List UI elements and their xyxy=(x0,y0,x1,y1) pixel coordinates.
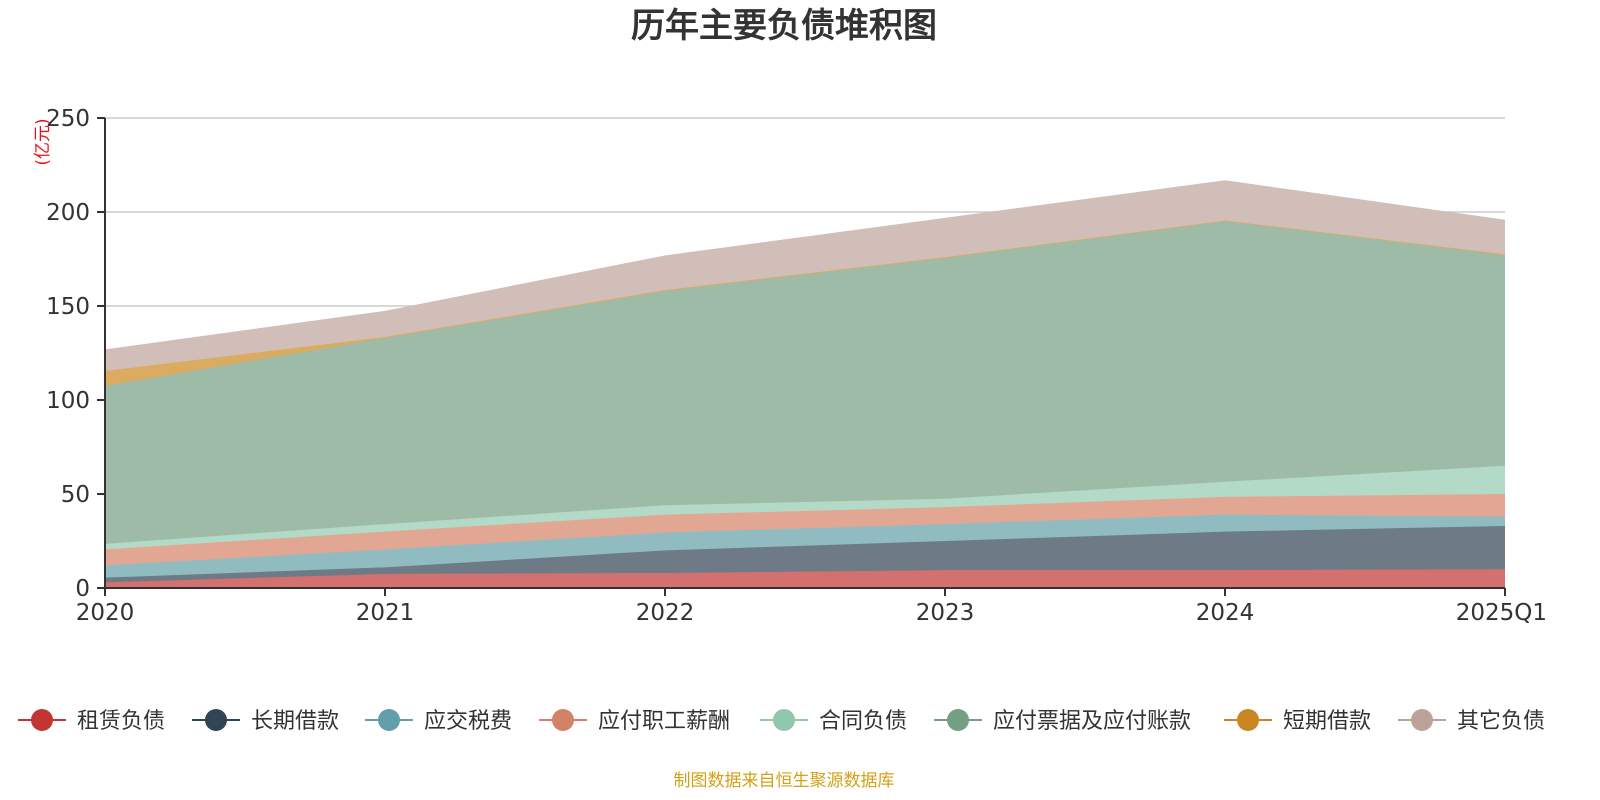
area-series-1 xyxy=(105,525,1505,583)
legend-marker-5 xyxy=(947,709,969,731)
legend-marker-7 xyxy=(1411,709,1433,731)
x-tick-label-2: 2022 xyxy=(636,600,695,626)
y-tick-label-4: 200 xyxy=(46,200,90,226)
legend-item-0[interactable]: 租赁负债 xyxy=(18,709,165,734)
area-series-7 xyxy=(105,180,1505,371)
y-axis-unit: (亿元) xyxy=(33,118,53,165)
legend-item-7[interactable]: 其它负债 xyxy=(1398,709,1545,734)
legend-item-1[interactable]: 长期借款 xyxy=(192,709,339,734)
legend-label-2: 应交税费 xyxy=(424,709,512,734)
legend-marker-1 xyxy=(205,709,227,731)
y-tick-label-2: 100 xyxy=(46,388,90,414)
y-tick-label-5: 250 xyxy=(46,106,90,132)
legend-item-6[interactable]: 短期借款 xyxy=(1224,709,1371,734)
legend-label-5: 应付票据及应付账款 xyxy=(993,709,1191,734)
x-tick-label-0: 2020 xyxy=(76,600,135,626)
area-series xyxy=(104,180,1506,588)
legend-label-4: 合同负债 xyxy=(819,709,907,734)
x-tick-label-1: 2021 xyxy=(356,600,415,626)
legend-item-4[interactable]: 合同负债 xyxy=(760,709,907,734)
area-series-2 xyxy=(105,514,1505,578)
series-line-7 xyxy=(104,180,1506,351)
x-tick-label-4: 2024 xyxy=(1196,600,1255,626)
x-tick-label-5: 2025Q1 xyxy=(1456,600,1547,626)
legend-marker-3 xyxy=(552,709,574,731)
y-tick-label-3: 150 xyxy=(46,294,90,320)
legend-item-3[interactable]: 应付职工薪酬 xyxy=(539,709,730,734)
axes xyxy=(104,118,1505,589)
area-series-5 xyxy=(105,220,1505,544)
legend-label-7: 其它负债 xyxy=(1457,709,1545,734)
x-tick-label-3: 2023 xyxy=(916,600,975,626)
legend: 租赁负债 长期借款 应交税费 应付职工薪酬 合同负债 应付票据及应付账款 短期借款 其它负债 xyxy=(18,709,1545,734)
source-note: 制图数据来自恒生聚源数据库 xyxy=(674,771,895,791)
legend-label-6: 短期借款 xyxy=(1283,709,1371,734)
legend-label-3: 应付职工薪酬 xyxy=(598,709,730,734)
legend-marker-4 xyxy=(773,709,795,731)
y-tick-label-0: 0 xyxy=(75,576,90,602)
legend-item-2[interactable]: 应交税费 xyxy=(365,709,512,734)
chart-title: 历年主要负债堆积图 xyxy=(631,6,937,46)
series-line-6 xyxy=(104,219,1506,372)
legend-item-5[interactable]: 应付票据及应付账款 xyxy=(934,709,1191,734)
legend-label-0: 租赁负债 xyxy=(77,709,165,734)
legend-marker-0 xyxy=(31,709,53,731)
legend-marker-2 xyxy=(378,709,400,731)
legend-label-1: 长期借款 xyxy=(251,709,339,734)
x-axis-ticks: 2020 2021 2022 2023 2024 2025Q1 xyxy=(76,588,1547,626)
legend-marker-6 xyxy=(1237,709,1259,731)
y-tick-label-1: 50 xyxy=(61,482,90,508)
area-series-3 xyxy=(105,494,1505,566)
y-axis-ticks: 0 50 100 150 200 250 xyxy=(46,106,105,602)
